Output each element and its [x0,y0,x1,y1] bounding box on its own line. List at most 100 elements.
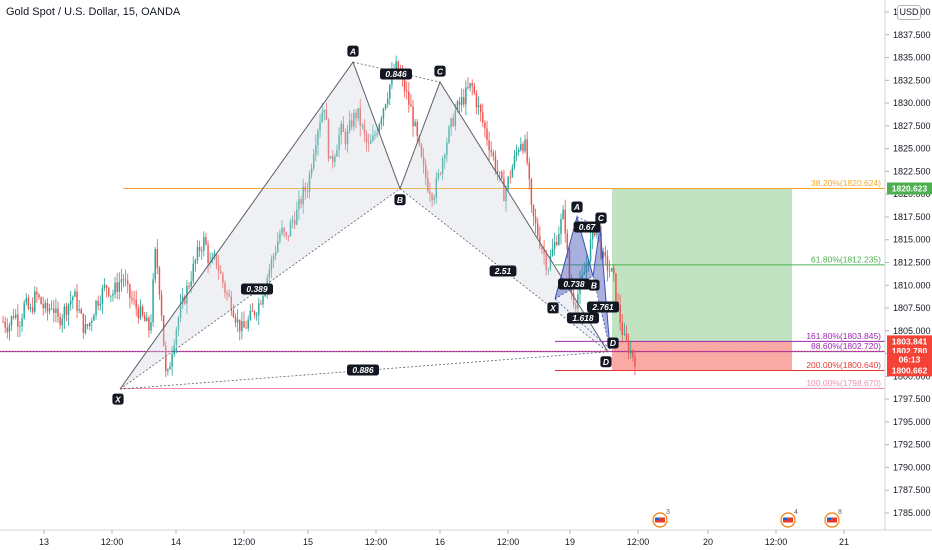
candle-body [629,350,632,354]
candle-body [31,307,34,312]
candle-body [606,256,609,271]
price-tag-label: 1803.841 [892,337,928,347]
candle-body [162,315,165,347]
price-tag [887,335,932,348]
candle-body [48,308,51,312]
price-tick-label: 1837.500 [893,30,931,40]
candle-body [463,97,465,105]
pattern-point-c-bg [434,65,446,77]
candle-body [118,282,121,292]
candle-body [219,270,222,274]
event-flag-canton [655,517,659,520]
candle-body [99,303,102,306]
candle-body [97,300,99,306]
candle-body [281,227,283,234]
candle-body [226,292,228,295]
time-tick-label: 19 [565,537,575,547]
candle-body [55,308,57,313]
currency-button[interactable]: USD [897,5,921,20]
pattern-point-a-bg [347,45,359,57]
small-point-a-bg [571,201,583,213]
candle-body [29,307,32,309]
candle-body [308,174,311,192]
candle-body [382,108,385,119]
candle-body [547,269,550,271]
candle-body [239,319,241,332]
price-tick-label: 1787.500 [893,485,931,495]
price-axis[interactable]: 1785.000 1787.500 1790.000 1792.500 1795.000… [885,7,931,518]
candle-body [469,83,471,88]
candle-body [306,191,309,193]
price-tick-label: 1822.500 [893,166,931,176]
candle-body [143,315,146,322]
candle-body [86,324,89,327]
candle-body [380,118,383,125]
candle-body [460,97,463,105]
time-axis[interactable]: 13 12:00 14 12:00 15 12:00 16 12:00 19 12:00 20 12:… [39,530,849,547]
price-tag [887,353,932,366]
time-tick-label: 14 [171,537,181,547]
candle-body [336,149,338,157]
candle-body [287,235,290,237]
candle-body [243,321,245,328]
candle-body [509,176,511,178]
candle-body [452,118,454,126]
candle-body [137,308,140,319]
candle-body [42,304,44,309]
candle-body [384,104,387,109]
candle-body [608,270,611,272]
candle-body [585,265,588,273]
price-tick-label: 1797.500 [893,394,931,404]
candle-body [67,304,70,315]
candle-body [253,311,256,316]
small-ratio-label: 0.738 [563,279,585,289]
candle-body [310,168,313,175]
candle-body [444,155,446,159]
candle-body [234,316,237,323]
candle-body [357,108,359,119]
candle-body [103,285,106,289]
candle-body [46,302,49,312]
ratio-label-bg [489,265,517,277]
candle-body [589,239,592,262]
candle-body [148,317,150,331]
candle-body [228,294,230,297]
candle-body [448,126,450,143]
candle-body [160,294,163,316]
candle-body [300,199,302,205]
candle-body [386,98,389,105]
candle-body [418,135,421,145]
fib-level-label: 88.60%(1802.720) [811,341,881,351]
price-tick-label: 1815.000 [893,235,931,245]
candle-body [215,253,218,266]
time-tick-label: 13 [39,537,49,547]
time-tick-label: 21 [839,537,849,547]
candle-body [72,296,74,301]
ratio-label: 0.389 [246,284,268,294]
candle-body [477,104,480,108]
candle-body [112,293,114,296]
candle-body [245,327,247,329]
small-ratio-label: 1.618 [572,313,594,323]
small-xab-triangle [555,216,593,299]
candle-body [260,303,262,305]
candle-body [526,139,528,163]
candle-body [492,152,495,156]
candle-body [291,220,294,223]
candle-body [458,101,461,105]
candle-body [427,178,429,192]
xab-triangle [120,62,400,390]
small-point-d-bg [607,337,619,349]
bcd-triangle [400,82,608,352]
candle-body [21,317,23,327]
candle-body [122,279,125,281]
candle-body [321,112,323,123]
candle-body [515,152,518,156]
event-count: 4 [794,509,798,516]
candle-body [329,156,332,159]
candle-body [171,354,173,367]
ratio-label: 0.846 [385,69,407,79]
candle-body [325,109,328,120]
candle-body [331,156,334,162]
